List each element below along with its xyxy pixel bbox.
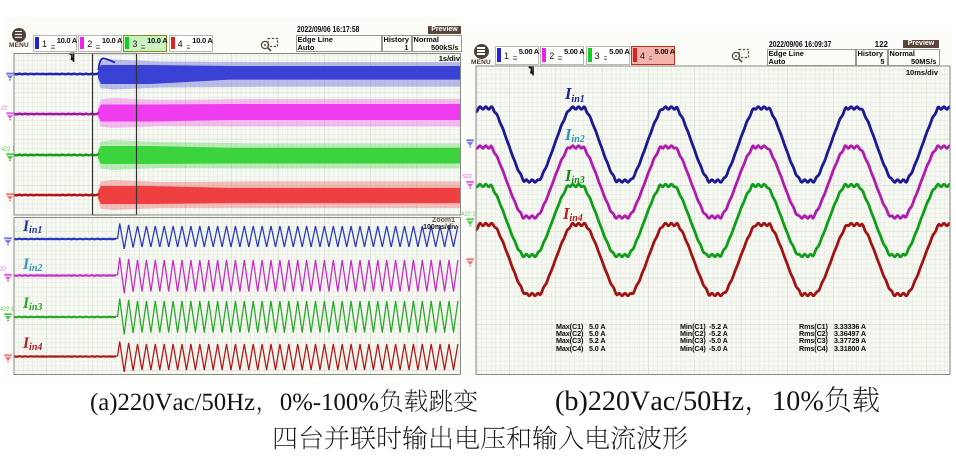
svg-text:22: 22	[1, 106, 7, 112]
svg-text:422 1: 422 1	[0, 307, 14, 313]
svg-text:22: 22	[0, 267, 6, 273]
svg-text:S22: S22	[462, 174, 472, 180]
svg-text:A22 1: A22 1	[461, 212, 475, 218]
svg-text:422 1: 422 1	[1, 147, 15, 153]
